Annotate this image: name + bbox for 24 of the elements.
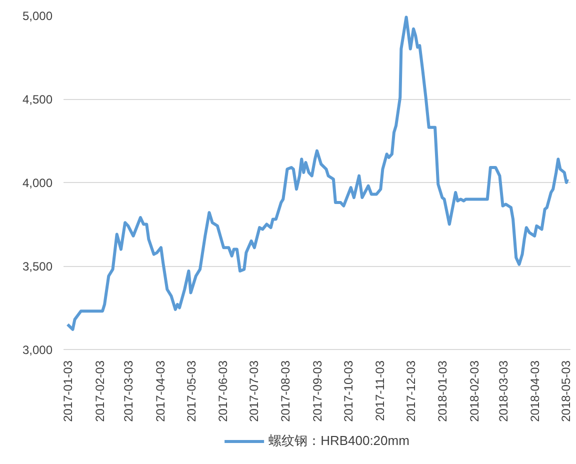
x-tick-label: 2018-04-03 (528, 360, 542, 422)
y-tick-label: 3,000 (22, 343, 53, 357)
y-tick-label: 4,000 (22, 176, 53, 190)
x-tick-label: 2018-03-03 (496, 360, 510, 422)
x-tick-label: 2018-01-03 (436, 360, 450, 422)
x-tick-label: 2018-02-03 (468, 360, 482, 422)
line-series (66, 16, 569, 331)
x-tick-label: 2017-09-03 (310, 360, 324, 422)
x-tick-label: 2017-02-03 (92, 360, 107, 422)
x-tick-label: 2017-01-03 (61, 360, 76, 422)
legend-label: 螺纹钢：HRB400:20mm (268, 432, 410, 450)
y-tick-label: 5,000 (22, 9, 53, 23)
y-tick-label: 3,500 (22, 260, 53, 274)
x-tick-label: 2017-06-03 (216, 360, 230, 422)
x-tick-label: 2018-05-03 (558, 360, 573, 422)
x-tick-label: 2017-12-03 (404, 360, 418, 422)
x-tick-label: 2017-05-03 (184, 360, 198, 422)
x-tick-label: 2017-03-03 (122, 360, 136, 422)
x-tick-label: 2017-11-03 (373, 360, 388, 421)
x-tick-label: 2017-10-03 (341, 360, 356, 422)
x-tick-label: 2017-08-03 (278, 360, 293, 422)
y-tick-label: 4,500 (22, 92, 53, 106)
x-tick-label: 2017-07-03 (246, 360, 261, 422)
x-tick-label: 2017-04-03 (153, 360, 168, 422)
